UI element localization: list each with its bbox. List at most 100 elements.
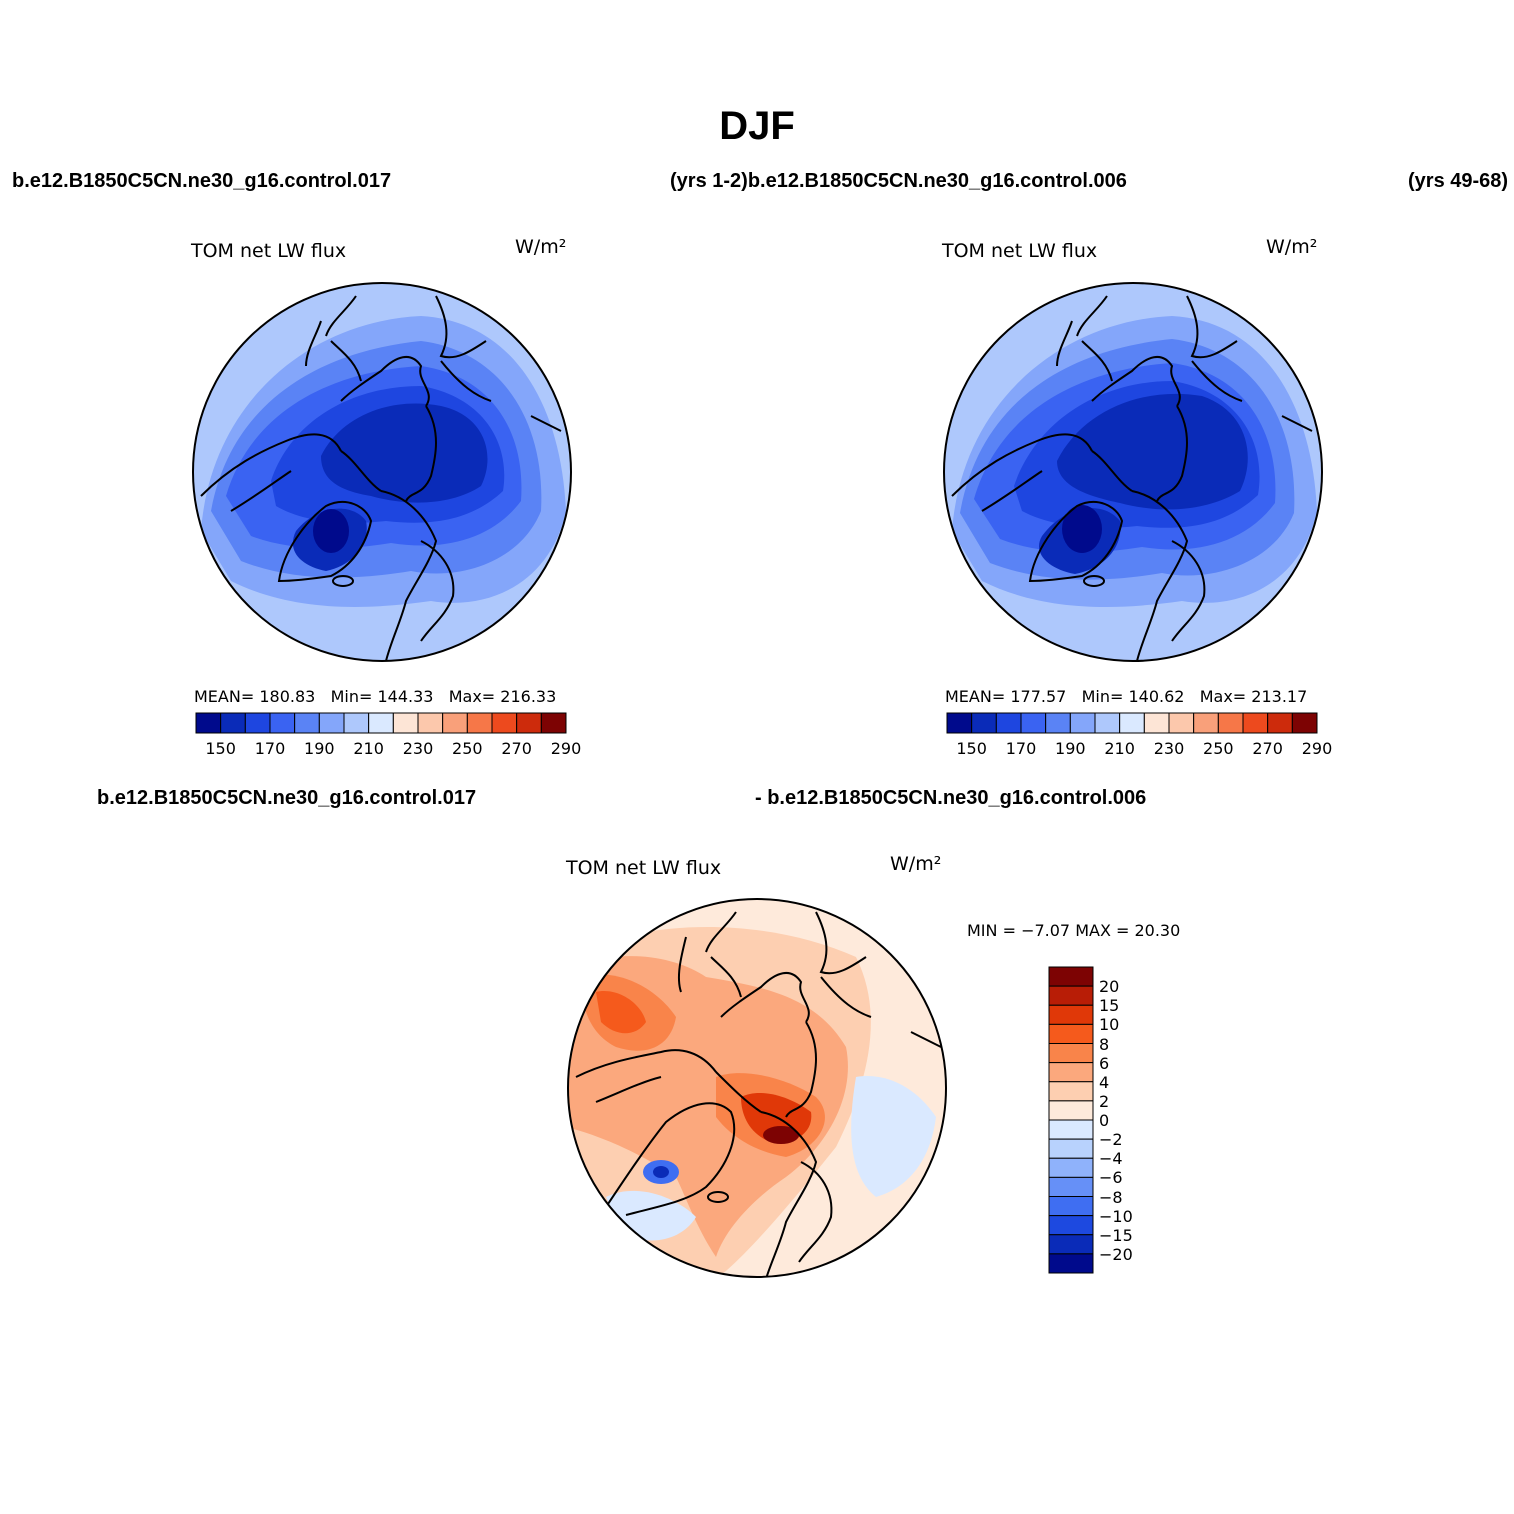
colorbar-swatch <box>1048 1157 1094 1178</box>
colorbar-swatch <box>1048 1100 1094 1121</box>
colorbar-swatch <box>343 712 370 734</box>
colorbar-tick-label: 270 <box>1252 739 1283 758</box>
colorbar-swatch <box>1193 712 1219 734</box>
panel2-map <box>943 282 1323 662</box>
colorbar-tick-label: 0 <box>1099 1111 1110 1130</box>
colorbar-swatch <box>1048 1253 1094 1274</box>
colorbar-tick-label: 270 <box>501 739 532 758</box>
coastlines <box>200 295 562 661</box>
map-boundary <box>943 282 1323 662</box>
panel2-units: W/m² <box>1266 236 1318 258</box>
map-boundary <box>567 898 947 1278</box>
field-pos-8 <box>596 991 646 1034</box>
colorbar-swatch <box>1048 985 1094 1006</box>
field-neg-east <box>851 1076 936 1197</box>
colorbar-swatch <box>1048 1043 1094 1064</box>
colorbar-tick-label: 250 <box>1203 739 1234 758</box>
colorbar-swatch <box>1291 712 1318 734</box>
panel1-mean: 180.83 <box>259 687 316 706</box>
panel3-map <box>567 898 947 1278</box>
panel2-title: TOM net LW flux <box>942 240 1098 262</box>
colorbar-swatch <box>1048 1081 1094 1102</box>
colorbar-swatch <box>1069 712 1096 734</box>
colorbar-swatch <box>1168 712 1195 734</box>
colorbar-swatch <box>195 712 222 734</box>
panel2-max: 213.17 <box>1251 687 1308 706</box>
colorbar-swatch <box>368 712 394 734</box>
diff-case-left: b.e12.B1850C5CN.ne30_g16.control.017 <box>97 787 477 809</box>
colorbar-swatch <box>294 712 320 734</box>
colorbar-swatch <box>244 712 271 734</box>
field-greenland-min <box>1062 505 1102 553</box>
colorbar-swatch <box>516 712 542 734</box>
field-band-160 <box>321 403 488 503</box>
colorbar-swatch <box>540 712 567 734</box>
colorbar-swatch <box>1267 712 1293 734</box>
panel2-mean-label: MEAN= <box>945 687 1006 706</box>
diff-case-right: - b.e12.B1850C5CN.ne30_g16.control.006 <box>755 787 1147 809</box>
colorbar-tick-label: 15 <box>1099 996 1120 1016</box>
panel3-colorbar <box>1048 966 1094 1274</box>
case-name-right: (yrs 49-68) <box>1408 170 1509 192</box>
colorbar-swatch <box>1048 1234 1094 1255</box>
panel2-min: 140.62 <box>1128 687 1185 706</box>
colorbar-swatch <box>442 712 468 734</box>
panel1-max: 216.33 <box>500 687 557 706</box>
field-band-160 <box>1057 393 1248 510</box>
panel1-min: 144.33 <box>377 687 434 706</box>
colorbar-tick-label: 4 <box>1099 1072 1110 1092</box>
colorbar-tick-label: 210 <box>1104 739 1135 758</box>
colorbar-swatch <box>220 712 246 734</box>
colorbar-swatch <box>269 712 296 734</box>
colorbar-swatch <box>971 712 997 734</box>
colorbar-swatch <box>946 712 973 734</box>
case-name-middle: (yrs 1-2)b.e12.B1850C5CN.ne30_g16.contro… <box>670 170 1127 192</box>
colorbar-swatch <box>1048 1023 1094 1044</box>
colorbar-swatch <box>318 712 345 734</box>
field-pos-max <box>763 1126 799 1144</box>
colorbar-tick-label: −10 <box>1099 1206 1133 1226</box>
field-neg-min-core <box>653 1166 669 1178</box>
colorbar-tick-label: −6 <box>1099 1168 1123 1188</box>
panel1-stats: MEAN= 180.83 Min= 144.33 Max= 216.33 <box>194 687 556 706</box>
colorbar-tick-label: 210 <box>353 739 384 758</box>
colorbar-swatch <box>417 712 444 734</box>
colorbar-swatch <box>491 712 518 734</box>
colorbar-tick-label: 230 <box>1153 739 1185 758</box>
colorbar-tick-label: 190 <box>304 739 335 758</box>
colorbar-swatch <box>1048 966 1094 987</box>
panel2-mean: 177.57 <box>1010 687 1067 706</box>
panel2-stats: MEAN= 177.57 Min= 140.62 Max= 213.17 <box>945 687 1307 706</box>
colorbar-tick-label: 190 <box>1055 739 1086 758</box>
colorbar-tick-label: 150 <box>205 739 236 758</box>
panel2-max-label: Max= <box>1199 687 1247 706</box>
coastlines <box>575 911 942 1277</box>
colorbar-swatch <box>1048 1062 1094 1083</box>
main-title: DJF <box>719 104 795 148</box>
colorbar-tick-label: 170 <box>254 739 286 758</box>
panel1-max-label: Max= <box>448 687 496 706</box>
panel3-title: TOM net LW flux <box>566 857 722 879</box>
colorbar-tick-label: 2 <box>1099 1091 1110 1111</box>
colorbar-tick-label: 10 <box>1099 1015 1120 1035</box>
colorbar-swatch <box>1045 712 1071 734</box>
colorbar-swatch <box>466 712 493 734</box>
colorbar-swatch <box>1020 712 1047 734</box>
panel1-map <box>192 282 572 662</box>
panel1-mean-label: MEAN= <box>194 687 255 706</box>
case-name-left: b.e12.B1850C5CN.ne30_g16.control.017 <box>12 170 392 192</box>
colorbar-tick-label: −8 <box>1099 1187 1123 1207</box>
colorbar-swatch <box>1094 712 1121 734</box>
panel1-title: TOM net LW flux <box>191 240 347 262</box>
colorbar-tick-label: 290 <box>1301 739 1333 758</box>
colorbar-tick-label: 20 <box>1099 977 1120 997</box>
colorbar-tick-label: 150 <box>956 739 987 758</box>
colorbar-swatch <box>1217 712 1244 734</box>
panel2-colorbar <box>946 712 1318 734</box>
colorbar-tick-label: 170 <box>1005 739 1037 758</box>
panel2-min-label: Min= <box>1081 687 1124 706</box>
panel3-units: W/m² <box>890 853 942 875</box>
colorbar-swatch <box>1048 1196 1094 1217</box>
colorbar-tick-label: 250 <box>452 739 483 758</box>
colorbar-swatch <box>1048 1138 1094 1159</box>
